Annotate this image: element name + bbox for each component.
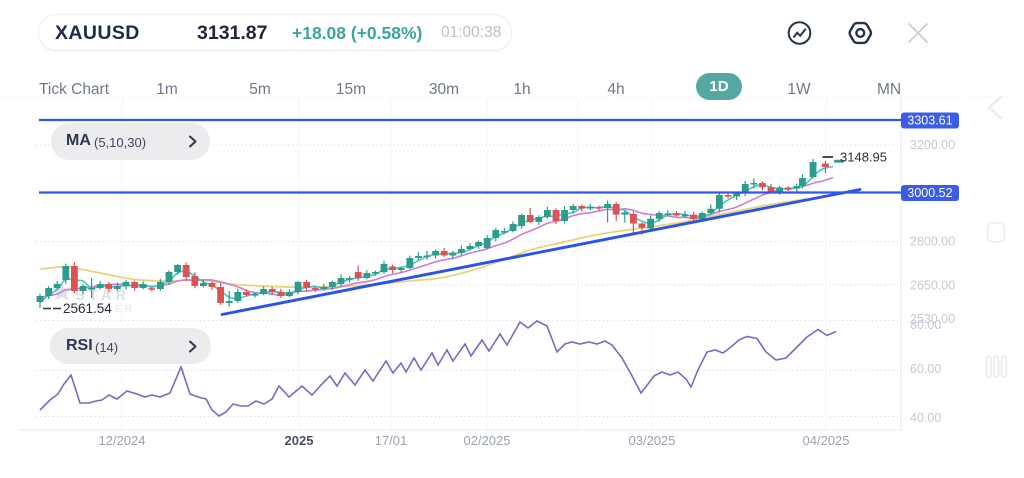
svg-text:04/2025: 04/2025 xyxy=(803,433,850,448)
svg-text:3148.95: 3148.95 xyxy=(840,150,887,165)
svg-text:03/2025: 03/2025 xyxy=(629,433,676,448)
svg-text:17/01: 17/01 xyxy=(375,433,408,448)
svg-text:3200.00: 3200.00 xyxy=(910,138,955,152)
svg-text:2561.54: 2561.54 xyxy=(63,301,112,316)
svg-text:80.00: 80.00 xyxy=(910,318,941,332)
svg-text:60.00: 60.00 xyxy=(910,362,941,376)
svg-text:2800.00: 2800.00 xyxy=(910,235,955,249)
svg-text:3303.61: 3303.61 xyxy=(907,114,952,128)
svg-text:40.00: 40.00 xyxy=(910,411,941,425)
svg-text:2025: 2025 xyxy=(285,433,314,448)
svg-text:STAR: STAR xyxy=(75,288,130,304)
svg-text:2650.00: 2650.00 xyxy=(910,279,955,293)
svg-text:3000.52: 3000.52 xyxy=(907,186,952,200)
svg-text:2530.00: 2530.00 xyxy=(910,312,955,326)
svg-text:02/2025: 02/2025 xyxy=(464,433,511,448)
svg-text:12/2024: 12/2024 xyxy=(99,433,146,448)
svg-text:TRADER: TRADER xyxy=(75,303,135,315)
